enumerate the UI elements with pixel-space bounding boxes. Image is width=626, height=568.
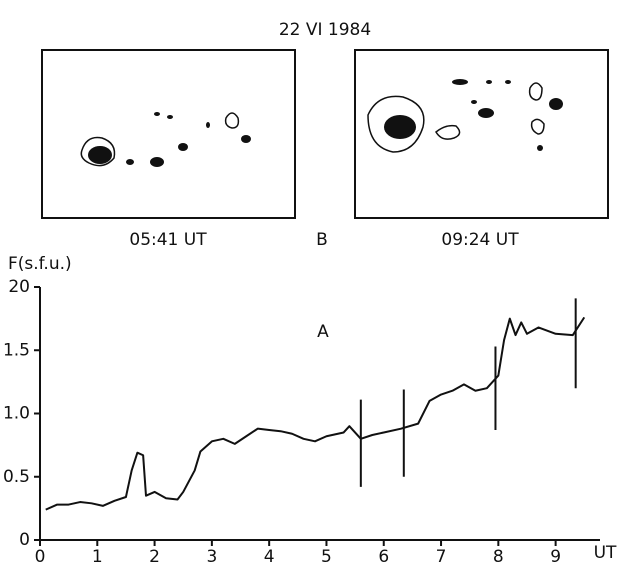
- y-tick-label: 1.0: [3, 404, 30, 424]
- y-axis-label: F(s.f.u.): [8, 254, 72, 274]
- image-panel-left: [41, 49, 296, 219]
- y-tick-label: 1.5: [3, 340, 30, 360]
- x-tick-label: 1: [92, 547, 103, 567]
- x-tick-label: 8: [493, 547, 504, 567]
- image-panel-right: [354, 49, 609, 219]
- y-tick-label: 20: [8, 277, 30, 297]
- title: 22 VI 1984: [279, 20, 371, 40]
- x-tick-label: 4: [264, 547, 275, 567]
- panel-caption: 05:41 UT: [129, 230, 207, 250]
- flux-line: [45, 316, 586, 511]
- x-tick-label: 9: [550, 547, 561, 567]
- x-tick-label: 0: [35, 547, 46, 567]
- y-tick-label: 0: [19, 530, 30, 550]
- panel-caption: 09:24 UT: [441, 230, 519, 250]
- y-tick-label: 0.5: [3, 467, 30, 487]
- image-label: B: [316, 230, 328, 250]
- x-tick-label: 2: [149, 547, 160, 567]
- x-tick-label: 3: [206, 547, 217, 567]
- plot-label: A: [317, 322, 329, 342]
- x-tick-label: 6: [378, 547, 389, 567]
- x-tick-label: 5: [321, 547, 332, 567]
- x-tick-label: 7: [436, 547, 447, 567]
- x-axis-label: UT: [594, 543, 617, 563]
